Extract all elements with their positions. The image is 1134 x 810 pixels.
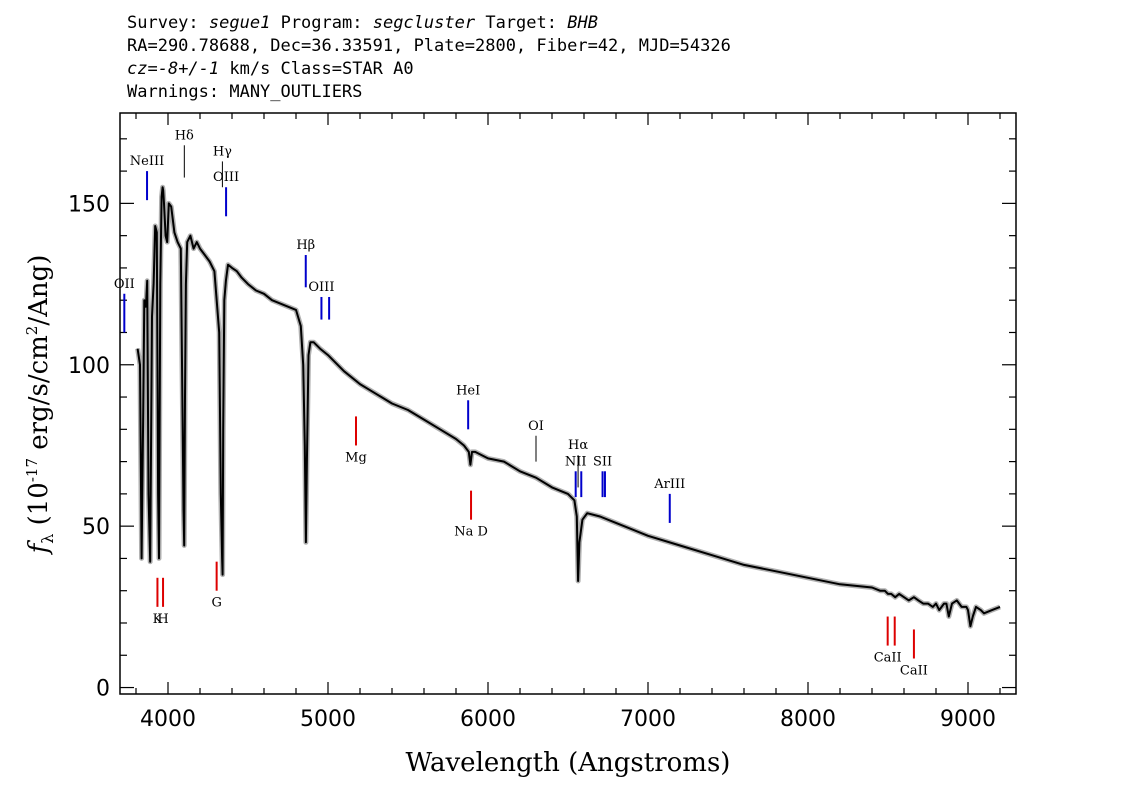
y-label-units-b: erg/s/cm xyxy=(24,335,54,458)
plot-frame xyxy=(119,112,1017,695)
header-line-1: Survey: segue1 Program: segcluster Targe… xyxy=(127,12,731,35)
emission-line-label: SII xyxy=(593,454,612,469)
absorption-line-label: Na D xyxy=(454,525,488,540)
balmer-line-label: Hγ xyxy=(213,144,232,159)
y-label-exp2: 2 xyxy=(23,326,41,336)
cz-value: -8+/-1 xyxy=(157,59,220,79)
x-axis-label: Wavelength (Angstroms) xyxy=(406,748,731,778)
absorption-line-label: G xyxy=(211,596,221,611)
cz-label: cz= xyxy=(127,59,158,79)
header-line-4: Warnings: MANY_OUTLIERS xyxy=(127,82,363,102)
absorption-line-label: CaII xyxy=(900,663,928,678)
y-label-units-a: (10 xyxy=(24,482,54,534)
survey-value: segue1 xyxy=(208,13,271,33)
balmer-line-label: Hα xyxy=(568,438,588,453)
emission-line-label: NeIII xyxy=(130,154,164,169)
spectrum-header: Survey: segue1 Program: segcluster Targe… xyxy=(127,12,731,104)
emission-line-label: Hβ xyxy=(296,238,315,253)
header-line-2: RA=290.78688, Dec=36.33591, Plate=2800, … xyxy=(127,36,731,56)
y-label-exp: -17 xyxy=(23,458,41,482)
y-label-sub: λ xyxy=(38,534,57,544)
emission-line-label: NII xyxy=(565,454,587,469)
target-label: Target: xyxy=(485,13,557,33)
balmer-line-label: Hδ xyxy=(175,128,194,143)
spectrum-error-band xyxy=(135,184,1001,629)
x-tick-label: 5000 xyxy=(300,707,356,732)
spectrum-flux-line xyxy=(136,186,1001,628)
emission-line-label: HeI xyxy=(456,383,480,398)
x-tick-label: 8000 xyxy=(780,707,836,732)
absorption-line-label: CaII xyxy=(874,651,902,666)
y-tick-label: 50 xyxy=(82,515,110,540)
class-text: km/s Class=STAR A0 xyxy=(219,59,414,79)
survey-label: Survey: xyxy=(127,13,199,33)
y-tick-label: 150 xyxy=(68,192,110,217)
program-label: Program: xyxy=(280,13,363,33)
emission-line-label: ArIII xyxy=(653,477,685,492)
balmer-line-label: OI xyxy=(528,419,544,434)
absorption-line-label: H xyxy=(157,612,168,627)
x-tick-label: 6000 xyxy=(460,707,516,732)
y-label-units-c: /Ang) xyxy=(24,255,54,326)
x-tick-label: 4000 xyxy=(140,707,196,732)
y-tick-label: 0 xyxy=(96,677,110,702)
absorption-line-label: K xyxy=(153,612,163,627)
header-line-3: cz=-8+/-1 km/s Class=STAR A0 xyxy=(127,58,731,81)
y-axis-label: fλ (10-17 erg/s/cm2/Ang) xyxy=(23,255,57,556)
absorption-line-label: Mg xyxy=(345,450,367,465)
program-value: segcluster xyxy=(372,13,476,33)
target-value: BHB xyxy=(567,13,598,33)
x-tick-label: 7000 xyxy=(620,707,676,732)
emission-line-label: OIII xyxy=(213,170,239,185)
x-tick-label: 9000 xyxy=(940,707,996,732)
emission-line-label: OIII xyxy=(308,280,334,295)
y-tick-label: 100 xyxy=(68,354,110,379)
emission-line-label: OII xyxy=(114,277,135,292)
